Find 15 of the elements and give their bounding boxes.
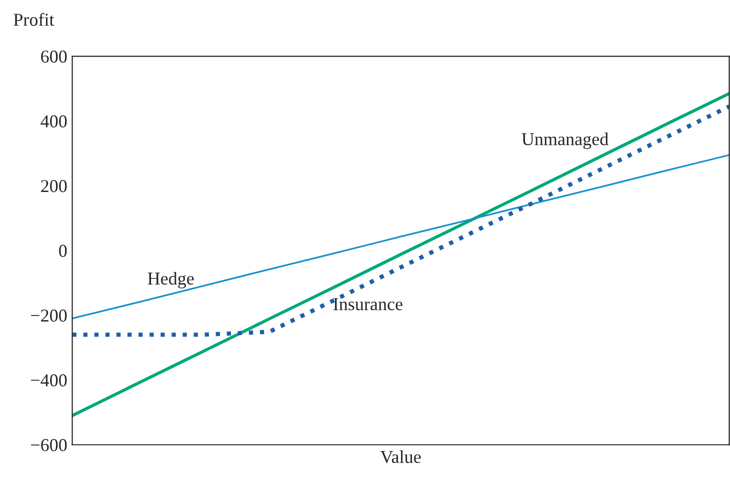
line-series — [72, 92, 730, 418]
y-tick-label: 600 — [41, 50, 67, 63]
y-tick-label: −400 — [31, 374, 67, 386]
series-label: Hedge — [148, 272, 194, 288]
y-tick-label: 200 — [41, 180, 67, 192]
line-series — [72, 154, 730, 320]
y-tick-label: −200 — [31, 310, 67, 322]
y-tick-label: −600 — [31, 439, 67, 452]
series-label: Unmanaged — [522, 132, 608, 149]
x-axis-title: Value — [380, 450, 421, 464]
line-series — [72, 104, 730, 337]
series-label: Insurance — [333, 298, 402, 310]
y-tick-label: 400 — [40, 115, 67, 128]
y-axis-title: Profit — [14, 12, 54, 26]
y-tick-label: 0 — [59, 244, 67, 257]
